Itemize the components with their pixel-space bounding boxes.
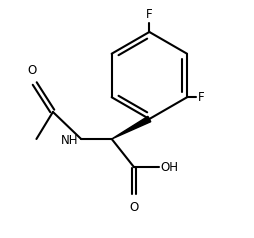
- Text: O: O: [130, 201, 139, 214]
- Text: O: O: [28, 64, 37, 77]
- Polygon shape: [112, 116, 151, 139]
- Text: NH: NH: [61, 134, 78, 147]
- Text: F: F: [198, 91, 204, 104]
- Text: OH: OH: [161, 161, 179, 174]
- Text: F: F: [146, 8, 153, 21]
